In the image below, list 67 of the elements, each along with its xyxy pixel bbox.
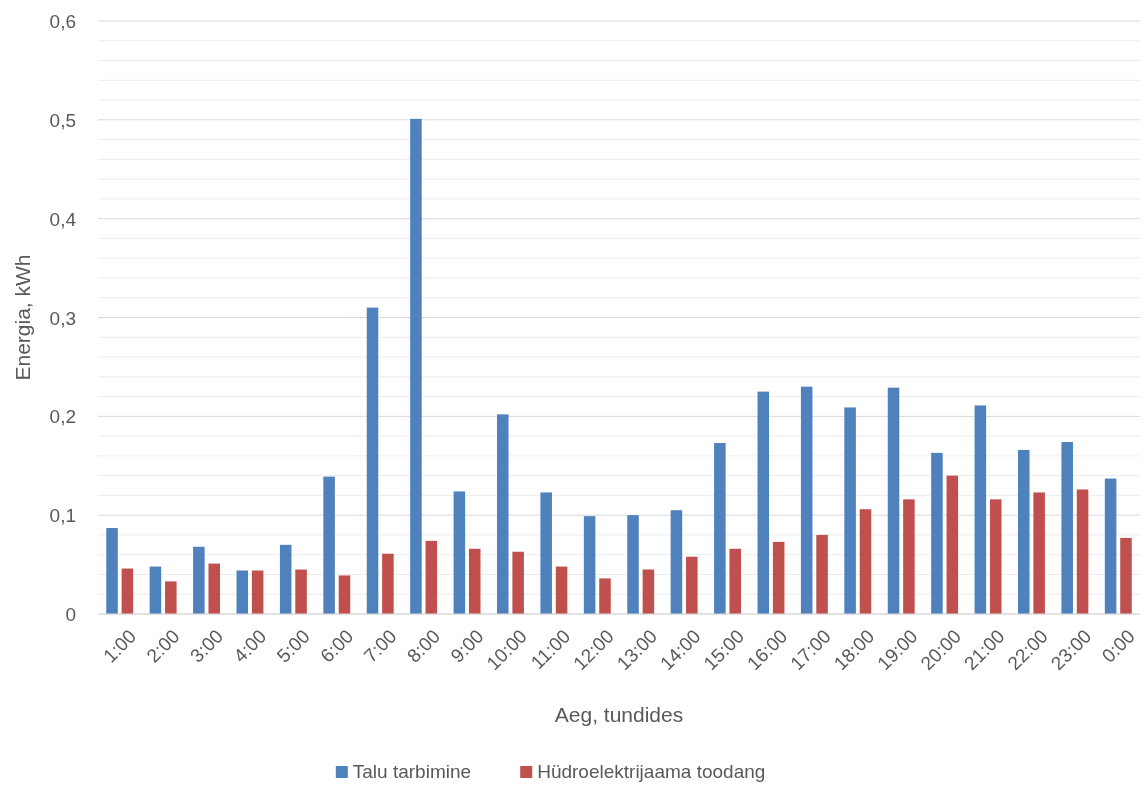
bar: [236, 570, 249, 614]
legend-label: Hüdroelektrijaama toodang: [537, 761, 766, 782]
y-tick-label: 0,5: [49, 109, 76, 131]
bar: [121, 568, 134, 614]
x-tick-label: 4:00: [229, 625, 271, 667]
bar: [366, 307, 379, 614]
bar: [193, 546, 205, 614]
y-tick-label: 0,6: [49, 11, 76, 32]
bar: [279, 544, 292, 614]
bar: [251, 570, 264, 614]
bar: [974, 405, 987, 614]
bar: [772, 541, 785, 614]
bar: [989, 499, 1002, 614]
bar: [583, 516, 596, 614]
bar: [642, 569, 655, 614]
bar: [1033, 492, 1045, 614]
bar: [1061, 442, 1073, 614]
bar: [1104, 478, 1117, 614]
y-tick-label: 0: [65, 604, 76, 625]
bar: [453, 491, 466, 614]
bar: [686, 556, 698, 614]
y-axis-title: Energia, kWh: [11, 254, 34, 381]
bar: [1076, 489, 1089, 614]
bar: [512, 551, 524, 614]
bar: [106, 528, 118, 614]
bar: [338, 575, 351, 614]
bar: [757, 391, 770, 614]
y-tick-label: 0,4: [49, 208, 77, 230]
y-tick-label: 0,3: [49, 307, 76, 329]
bar: [859, 509, 872, 614]
bar: [714, 443, 726, 614]
x-axis-title: Aeg, tundides: [554, 703, 684, 726]
bar: [1018, 449, 1030, 614]
bar: [627, 515, 639, 614]
x-tick-label: 8:00: [403, 625, 445, 667]
bar: [887, 387, 900, 614]
x-tick-label: 3:00: [185, 625, 227, 667]
y-tick-label: 0,2: [49, 406, 76, 428]
bar: [729, 548, 741, 614]
bar: [149, 566, 162, 614]
bar: [323, 476, 335, 614]
bar: [1120, 537, 1132, 614]
bar: [425, 540, 438, 614]
bar: [670, 510, 683, 614]
bar: [540, 492, 552, 614]
bar: [800, 386, 813, 614]
bar: [555, 566, 568, 614]
legend-label: Talu tarbimine: [352, 761, 472, 782]
bar: [468, 548, 481, 614]
y-tick-label: 0,1: [49, 505, 76, 527]
bar: [497, 414, 509, 614]
bar: [816, 534, 828, 614]
bar: [903, 499, 915, 614]
bar: [208, 563, 220, 614]
bar: [599, 578, 611, 614]
x-tick-label: 6:00: [316, 625, 358, 667]
bar: [946, 475, 959, 614]
bar: [410, 118, 422, 614]
bar: [382, 553, 394, 614]
x-tick-label: 0:00: [1097, 625, 1139, 667]
x-tick-label: 9:00: [446, 625, 488, 667]
x-tick-label: 5:00: [272, 625, 314, 667]
bar: [295, 569, 307, 614]
bar: [931, 452, 943, 614]
x-tick-label: 7:00: [359, 625, 401, 667]
bar: [165, 581, 177, 614]
bar: [844, 407, 856, 614]
